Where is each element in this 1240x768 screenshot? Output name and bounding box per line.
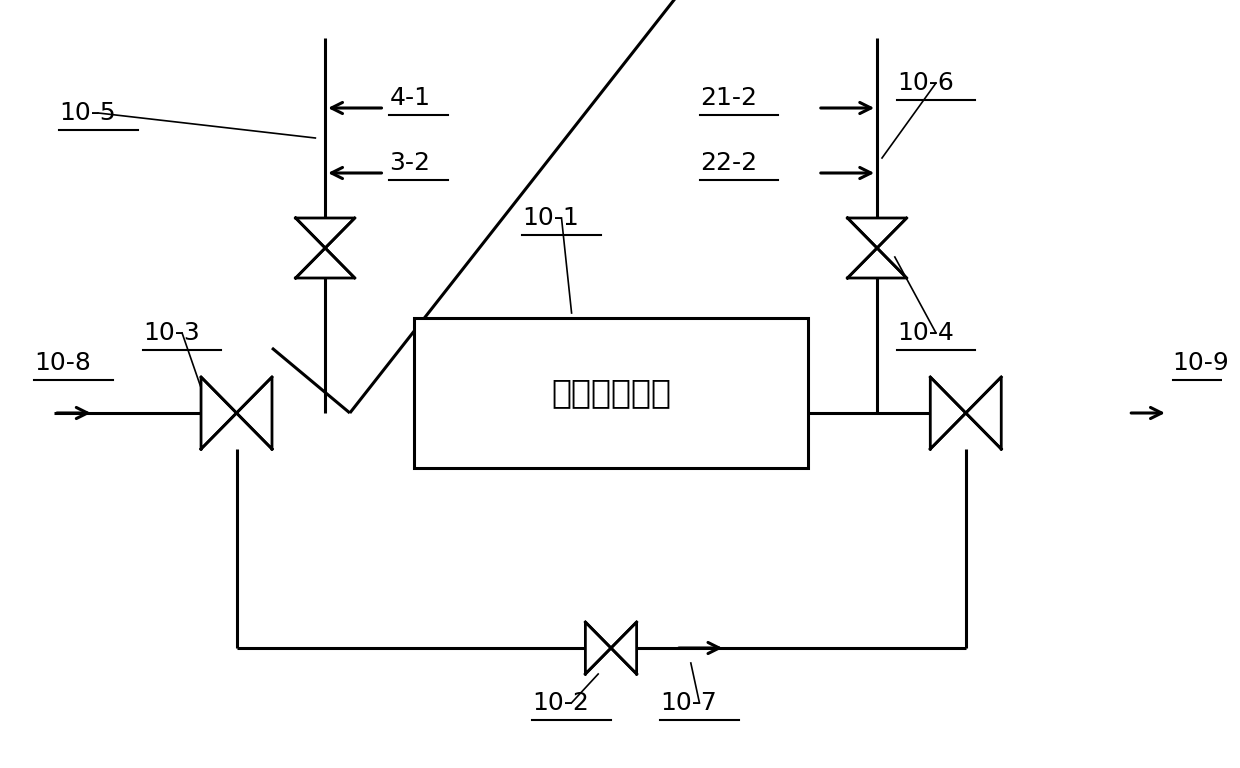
Text: 3-2: 3-2 bbox=[389, 151, 430, 175]
Text: 10-2: 10-2 bbox=[532, 691, 589, 715]
Text: 22-2: 22-2 bbox=[699, 151, 756, 175]
Text: 10-4: 10-4 bbox=[897, 321, 954, 345]
Text: 10-5: 10-5 bbox=[60, 101, 115, 125]
Bar bbox=[414, 318, 808, 468]
Text: 塔釜液冷凝器: 塔釜液冷凝器 bbox=[551, 376, 671, 409]
Text: 10-7: 10-7 bbox=[660, 691, 717, 715]
Text: 10-1: 10-1 bbox=[522, 206, 579, 230]
Text: 10-6: 10-6 bbox=[897, 71, 954, 95]
Text: 10-9: 10-9 bbox=[1173, 351, 1230, 375]
Text: 4-1: 4-1 bbox=[389, 86, 430, 110]
Text: 10-3: 10-3 bbox=[143, 321, 200, 345]
Text: 21-2: 21-2 bbox=[699, 86, 756, 110]
Text: 10-8: 10-8 bbox=[35, 351, 92, 375]
